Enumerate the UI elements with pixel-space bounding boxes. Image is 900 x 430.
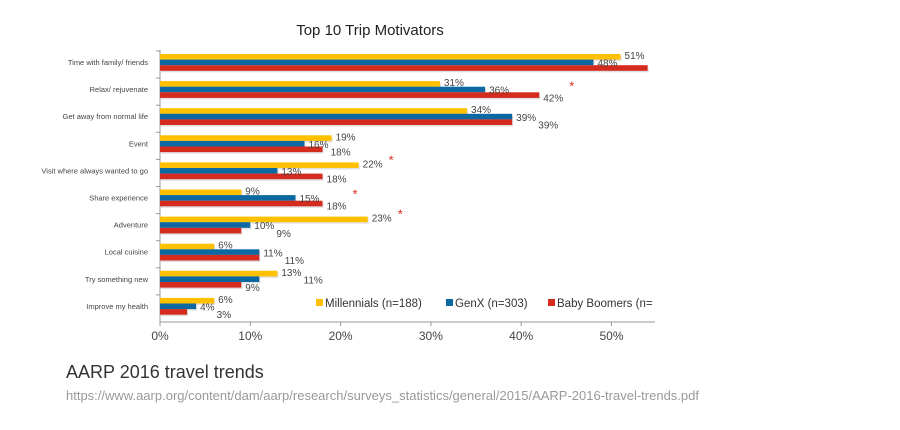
significance-asterisk: * xyxy=(569,78,574,93)
data-label: 9% xyxy=(276,229,291,240)
bar-genx xyxy=(160,303,197,310)
bar-millennials xyxy=(160,81,440,87)
data-label: 13% xyxy=(281,268,301,279)
bar-genx xyxy=(160,86,486,93)
data-label: 9% xyxy=(245,283,260,294)
bar-genx xyxy=(160,276,260,282)
bar-baby xyxy=(160,173,323,180)
bar-baby xyxy=(160,92,540,98)
category-label: Visit where always wanted to go xyxy=(41,166,148,175)
data-label: 39% xyxy=(538,120,558,131)
data-label: 48% xyxy=(597,59,617,70)
data-label: 3% xyxy=(217,310,232,321)
bar-genx xyxy=(160,195,296,201)
data-label: 42% xyxy=(543,93,563,104)
bar-millennials xyxy=(160,243,215,250)
legend-label: Millennials (n=188) xyxy=(325,298,422,310)
significance-asterisk: * xyxy=(389,152,394,167)
legend-swatch xyxy=(316,299,323,306)
bar-baby xyxy=(160,200,323,207)
significance-asterisk: * xyxy=(398,207,403,222)
bar-baby xyxy=(160,254,260,261)
category-label: Try something new xyxy=(85,275,149,284)
bar-millennials xyxy=(160,270,278,277)
bar-genx xyxy=(160,222,251,228)
data-label: 18% xyxy=(331,148,351,159)
legend-swatch xyxy=(548,299,555,306)
category-label: Share experience xyxy=(89,194,148,203)
category-label: Improve my health xyxy=(86,302,148,311)
bar-millennials xyxy=(160,54,621,60)
data-label: 10% xyxy=(254,221,274,232)
bar-baby xyxy=(160,65,648,71)
bar-baby xyxy=(160,282,242,288)
data-label: 51% xyxy=(625,51,645,62)
data-label: 22% xyxy=(363,159,383,170)
bar-millennials xyxy=(160,162,359,168)
bar-genx xyxy=(160,140,305,147)
data-label: 11% xyxy=(263,248,282,259)
x-tick-label: 40% xyxy=(509,329,533,343)
category-label: Local cuisine xyxy=(105,248,148,257)
data-label: 6% xyxy=(218,241,233,252)
legend-label: Baby Boomers (n= xyxy=(557,298,653,310)
bar-baby xyxy=(160,227,242,234)
category-label: Time with family/ friends xyxy=(68,58,148,67)
category-label: Get away from normal life xyxy=(63,112,148,121)
bar-millennials xyxy=(160,108,468,114)
category-label: Adventure xyxy=(114,221,148,230)
bar-millennials xyxy=(160,216,368,223)
x-tick-label: 30% xyxy=(419,329,443,343)
bar-genx xyxy=(160,249,260,255)
x-tick-label: 0% xyxy=(151,329,169,343)
bar-genx xyxy=(160,113,513,120)
legend-label: GenX (n=303) xyxy=(455,298,528,310)
x-tick-label: 50% xyxy=(599,329,623,343)
data-label: 23% xyxy=(372,214,392,225)
data-label: 18% xyxy=(327,202,347,213)
bar-baby xyxy=(160,146,323,153)
data-label: 11% xyxy=(304,275,323,286)
bar-genx xyxy=(160,59,594,66)
category-label: Relax/ rejuvenate xyxy=(90,85,148,94)
data-label: 39% xyxy=(516,113,536,124)
chart-title: Top 10 Trip Motivators xyxy=(296,22,444,39)
x-tick-label: 20% xyxy=(329,329,353,343)
data-label: 16% xyxy=(308,140,328,151)
data-label: 15% xyxy=(299,194,319,205)
source-title: AARP 2016 travel trends xyxy=(66,362,264,382)
data-label: 18% xyxy=(327,175,347,186)
bar-baby xyxy=(160,309,188,315)
bar-millennials xyxy=(160,297,215,304)
x-tick-label: 10% xyxy=(238,329,262,343)
bar-baby xyxy=(160,119,513,125)
data-label: 36% xyxy=(489,86,509,97)
significance-asterisk: * xyxy=(353,187,358,202)
source-url[interactable]: https://www.aarp.org/content/dam/aarp/re… xyxy=(66,388,699,403)
data-label: 11% xyxy=(285,256,304,267)
bar-genx xyxy=(160,168,278,174)
data-label: 9% xyxy=(245,187,260,198)
data-label: 4% xyxy=(200,303,215,314)
data-label: 6% xyxy=(218,295,233,306)
data-label: 34% xyxy=(471,105,491,116)
legend-swatch xyxy=(446,299,453,306)
data-label: 13% xyxy=(281,167,301,178)
data-label: 31% xyxy=(444,78,464,89)
data-label: 19% xyxy=(336,132,356,143)
bar-millennials xyxy=(160,135,332,141)
category-label: Event xyxy=(129,139,149,148)
bar-millennials xyxy=(160,189,242,196)
